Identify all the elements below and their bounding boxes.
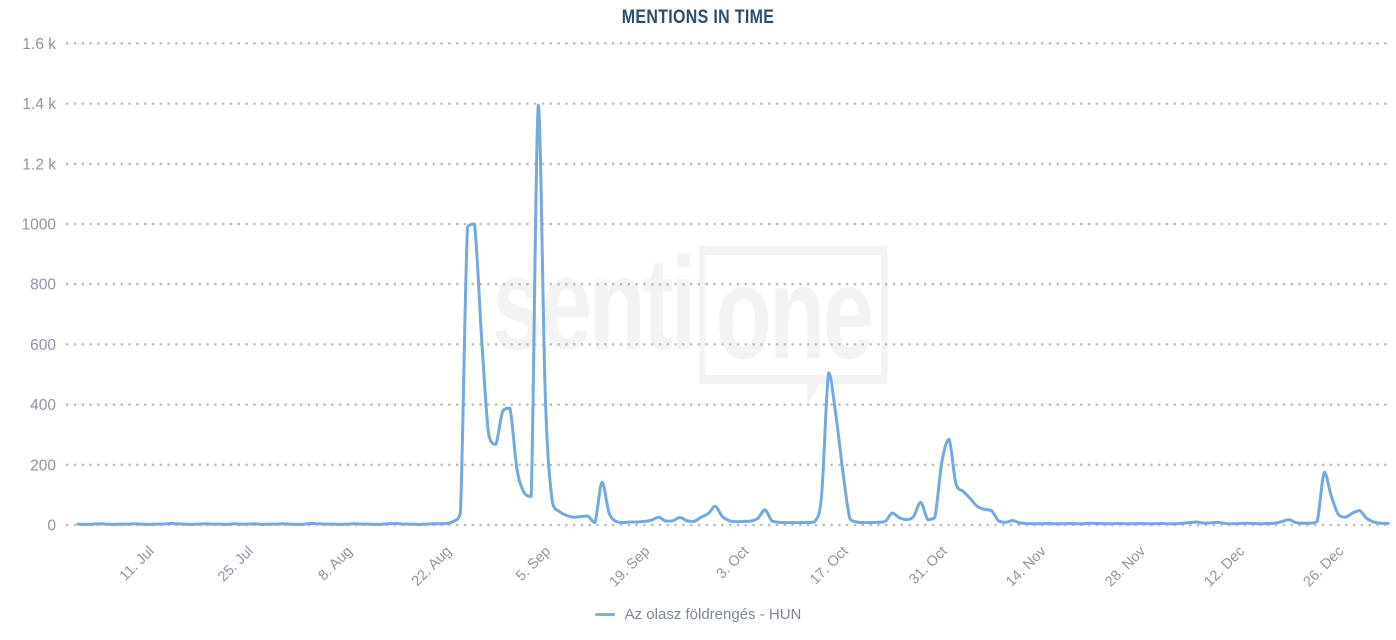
y-axis-label: 1.6 k [22, 36, 56, 53]
watermark: senti one [492, 230, 888, 405]
x-axis-label: 14. Nov [1003, 543, 1050, 590]
y-axis-label: 1.4 k [22, 96, 56, 113]
y-axis-label: 1000 [22, 217, 57, 234]
y-axis-label: 200 [30, 457, 56, 474]
x-axis-label: 22. Aug [409, 544, 455, 590]
y-axis-label: 400 [30, 397, 56, 414]
legend-series-label: Az olasz földrengés - HUN [624, 606, 802, 623]
x-axis-label: 8. Aug [315, 544, 355, 584]
y-axis-label: 0 [47, 518, 56, 535]
chart-plot-area: 1.6 k 1.4 k 1.2 k 1000 800 600 400 200 0 11. Jul 2… [22, 36, 1390, 591]
x-axis-label: 25. Jul [215, 544, 257, 586]
x-axis-label: 31. Oct [906, 544, 950, 588]
x-axis-label: 5. Sep [513, 544, 554, 585]
legend: Az olasz földrengés - HUN [0, 606, 1396, 623]
x-axis-label: 11. Jul [117, 544, 158, 585]
x-axis-label: 3. Oct [714, 544, 753, 583]
legend-dash-icon [594, 613, 615, 616]
legend-item-series[interactable]: Az olasz földrengés - HUN [594, 606, 802, 623]
y-axis-label: 600 [30, 337, 56, 354]
x-axis-label: 26. Dec [1301, 544, 1348, 591]
watermark-text-one: one [715, 239, 874, 386]
x-axis-label: 17. Oct [807, 544, 851, 588]
x-axis-label: 19. Sep [607, 544, 654, 591]
watermark-text-senti: senti [492, 230, 696, 377]
x-axis-label: 28. Nov [1102, 543, 1149, 590]
watermark-logo-box: one [699, 246, 888, 405]
chart-title: MENTIONS IN TIME [621, 7, 775, 28]
series-line [76, 103, 1390, 526]
x-axis-label: 12. Dec [1201, 544, 1248, 591]
y-axis-label: 1.2 k [22, 156, 56, 173]
watermark-speech-tail-icon [807, 375, 826, 405]
y-axis-label: 800 [30, 277, 56, 294]
